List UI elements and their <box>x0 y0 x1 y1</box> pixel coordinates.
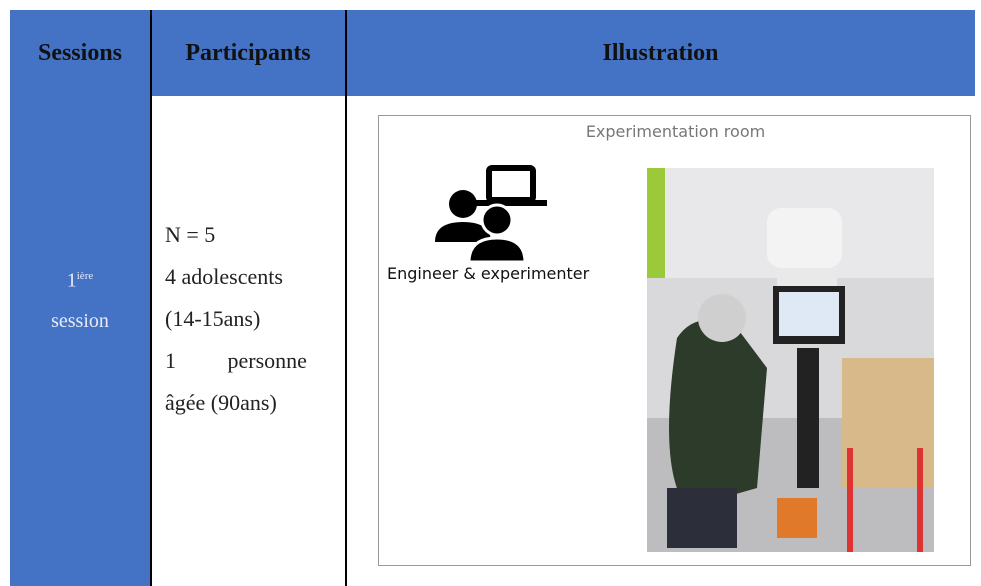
session-label: 1ière session <box>10 256 150 341</box>
header-text: Sessions <box>37 39 123 66</box>
session-number: 1 <box>66 269 77 292</box>
participants-text: N = 5 4 adolescents (14-15ans) 1 personn… <box>165 214 335 424</box>
illustration-frame: Experimentation room Engineer & experime… <box>378 115 971 566</box>
column-divider <box>345 10 347 586</box>
session-suffix: ière <box>76 270 94 282</box>
room-label: Experimentation room <box>585 122 766 141</box>
photo <box>647 168 934 552</box>
participants-line: (14-15ans) <box>165 306 261 331</box>
session-cell: 1ière session <box>10 96 150 586</box>
header-cell: Illustration <box>346 10 975 96</box>
icon-label: Engineer & experimenter <box>387 264 590 283</box>
header-cell: Sessions <box>10 10 150 96</box>
header-text: Participants <box>185 39 311 66</box>
header-cell: Participants <box>151 10 345 96</box>
header-text: Illustration <box>602 39 719 66</box>
participants-line: 4 adolescents <box>165 264 283 289</box>
people-icon <box>435 165 547 264</box>
participants-line: 1 personne <box>165 348 307 373</box>
participants-line: âgée (90ans) <box>165 390 277 415</box>
participants-line: N = 5 <box>165 222 216 247</box>
session-word: session <box>51 309 109 332</box>
column-divider <box>150 10 152 586</box>
